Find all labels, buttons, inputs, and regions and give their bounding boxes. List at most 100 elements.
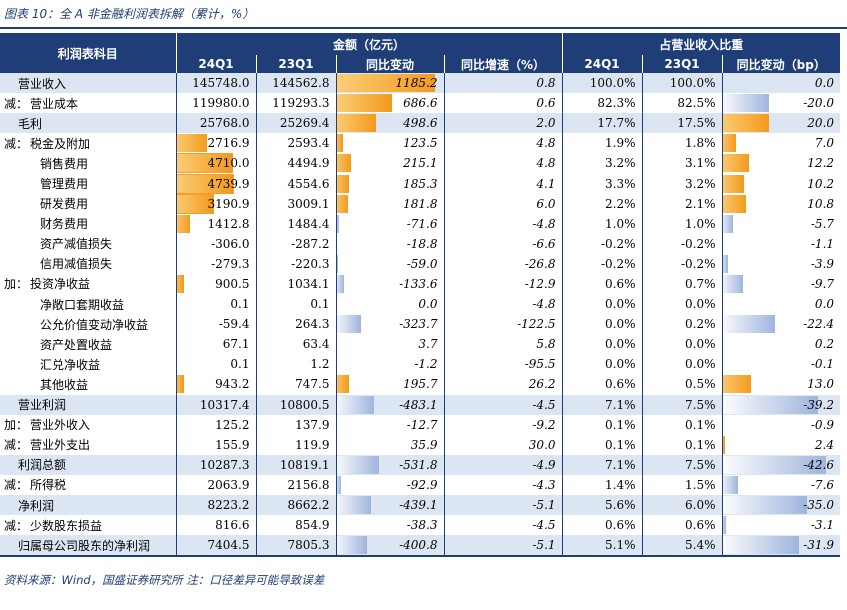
share-change-bp-cell: -1.1 — [721, 233, 841, 254]
amount-24q1-cell: 3190.9 — [175, 193, 256, 214]
share-change-bp-value: 2.4 — [814, 437, 835, 452]
amount-change-value: 3.7 — [418, 337, 438, 352]
amount-24q1-cell: 4710.0 — [175, 153, 256, 174]
row-label: 销售费用 — [0, 153, 176, 173]
amount-24q1-value: 3190.9 — [207, 196, 250, 211]
amount-24q1-bar — [177, 193, 214, 214]
row-prefix: 加： — [4, 277, 29, 292]
share-change-bp-value: -35.0 — [803, 498, 835, 513]
row-label-text: 信用减值损失 — [40, 257, 113, 272]
row-label-text: 归属母公司股东的净利润 — [18, 538, 151, 553]
amount-23q1-value: 10800.5 — [279, 397, 330, 412]
share-change-bp-value: 10.2 — [807, 176, 835, 191]
share-24q1-value: 1.9% — [605, 136, 636, 151]
share-change-bp-cell: -3.1 — [721, 515, 841, 536]
share-24q1-cell: 2.2% — [561, 193, 643, 214]
share-23q1-value: 0.5% — [685, 377, 716, 392]
amount-23q1-value: -220.3 — [291, 256, 330, 271]
table-row: 利润总额 10287.3 10819.1 -531.8 -4.9 7.1% 7.5% -42.… — [0, 454, 841, 475]
share-24q1-cell: 5.1% — [561, 535, 643, 558]
row-label: 净利润 — [0, 494, 176, 516]
share-change-bp-value: -0.1 — [810, 357, 835, 372]
yoy-growth-value: -4.3 — [532, 477, 556, 492]
amount-change-value: 123.5 — [403, 136, 438, 151]
row-label: 减： 营业外支出 — [0, 435, 176, 455]
amount-24q1-value: 2716.9 — [207, 136, 250, 151]
row-prefix: 减： — [4, 478, 29, 493]
amount-23q1-cell: 25269.4 — [255, 113, 336, 134]
share-24q1-cell: 0.1% — [561, 414, 643, 435]
share-24q1-cell: 1.0% — [561, 213, 643, 234]
share-change-bp-cell: 0.2 — [721, 334, 841, 355]
share-24q1-value: 82.3% — [597, 96, 636, 111]
table-row: 信用减值损失 -279.3 -220.3 -59.0 -26.8 -0.2% -0.2% -3… — [0, 253, 841, 274]
amount-23q1-cell: -287.2 — [255, 233, 336, 254]
share-change-bp-value: 0.0 — [814, 297, 835, 312]
share-23q1-cell: 0.0% — [641, 354, 723, 375]
amount-change-cell: -38.3 — [335, 515, 444, 536]
amount-24q1-value: 0.1 — [230, 297, 250, 312]
yoy-growth-cell: -4.9 — [443, 454, 563, 475]
table-row: 减： 税金及附加 2716.9 2593.4 123.5 4.8 1.9% 1.8% 7.0 — [0, 133, 841, 154]
share-change-bp-cell: -39.2 — [721, 394, 841, 415]
share-change-bp-bar — [723, 134, 737, 153]
yoy-growth-cell: -95.5 — [443, 354, 563, 375]
amount-change-value: -1.2 — [414, 357, 438, 372]
amount-23q1-cell: 4494.9 — [255, 153, 336, 174]
share-23q1-cell: 6.0% — [641, 494, 723, 516]
amount-change-cell: 0.0 — [335, 294, 444, 315]
share-23q1-value: 3.1% — [685, 156, 716, 171]
amount-23q1-value: 854.9 — [295, 518, 330, 533]
share-23q1-value: 7.5% — [685, 457, 716, 472]
table-row: 财务费用 1412.8 1484.4 -71.6 -4.8 1.0% 1.0% -5.7 — [0, 213, 841, 234]
share-24q1-value: 0.0% — [605, 357, 636, 372]
share-change-bp-cell: -0.1 — [721, 354, 841, 375]
amount-change-value: -133.6 — [399, 276, 438, 291]
amount-23q1-cell: 3009.1 — [255, 193, 336, 214]
table-row: 销售费用 4710.0 4494.9 215.1 4.8 3.2% 3.1% 12.2 — [0, 153, 841, 174]
amount-23q1-cell: 1034.1 — [255, 273, 336, 295]
share-change-bp-cell: 10.2 — [721, 173, 841, 194]
share-23q1-value: 1.0% — [685, 216, 716, 231]
share-24q1-value: 5.1% — [605, 538, 636, 553]
share-change-bp-cell: 20.0 — [721, 113, 841, 134]
amount-change-value: -531.8 — [399, 457, 438, 472]
share-change-bp-bar — [723, 516, 727, 535]
amount-23q1-value: 4494.9 — [287, 156, 330, 171]
source-note: 资料来源：Wind，国盛证券研究所 注：口径差异可能导致误差 — [4, 573, 325, 587]
row-label: 其他收益 — [0, 374, 176, 394]
amount-23q1-value: 3009.1 — [287, 196, 330, 211]
amount-change-cell: -439.1 — [335, 494, 444, 516]
amount-24q1-value: 2063.9 — [207, 477, 250, 492]
share-change-bp-cell: -9.7 — [721, 273, 841, 295]
amount-change-cell: -71.6 — [335, 213, 444, 234]
amount-24q1-cell: 900.5 — [175, 273, 256, 295]
amount-23q1-value: 8662.2 — [287, 498, 330, 513]
row-label: 减： 少数股东损益 — [0, 515, 176, 535]
amount-change-cell: 195.7 — [335, 374, 444, 395]
amount-24q1-value: 119980.0 — [192, 96, 250, 111]
amount-23q1-value: 137.9 — [295, 417, 330, 432]
share-24q1-cell: 7.1% — [561, 394, 643, 415]
share-23q1-value: 0.0% — [685, 297, 716, 312]
amount-24q1-value: 4710.0 — [207, 156, 250, 171]
amount-change-bar — [337, 94, 392, 113]
table-row: 其他收益 943.2 747.5 195.7 26.2 0.6% 0.5% 13.0 — [0, 374, 841, 395]
share-24q1-cell: 0.6% — [561, 273, 643, 295]
share-change-bp-bar — [723, 154, 750, 173]
amount-24q1-cell: 2063.9 — [175, 474, 256, 495]
share-change-bp-value: 0.0 — [814, 76, 835, 91]
share-24q1-value: 3.3% — [605, 176, 636, 191]
share-change-bp-cell: 12.2 — [721, 153, 841, 174]
share-24q1-value: 1.4% — [605, 477, 636, 492]
yoy-growth-value: -26.8 — [524, 256, 556, 271]
amount-change-value: 215.1 — [403, 156, 438, 171]
share-23q1-value: 1.5% — [685, 477, 716, 492]
amount-change-bar — [337, 154, 352, 173]
row-label: 信用减值损失 — [0, 254, 176, 274]
row-label: 管理费用 — [0, 173, 176, 193]
amount-23q1-value: 119.9 — [295, 437, 330, 452]
share-23q1-value: 0.7% — [685, 276, 716, 291]
amount-23q1-value: 1484.4 — [287, 216, 330, 231]
share-change-bp-value: -20.0 — [803, 96, 835, 111]
